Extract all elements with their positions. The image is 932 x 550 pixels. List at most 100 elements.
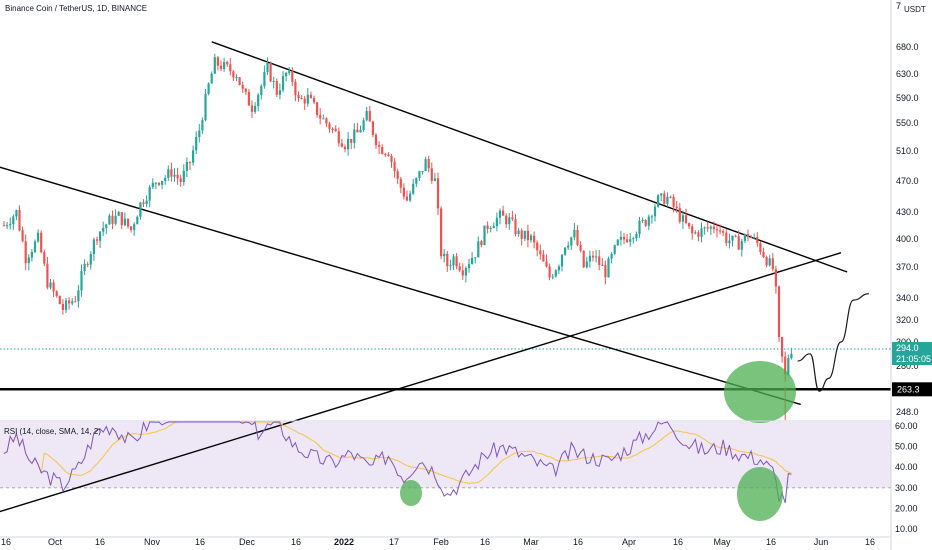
time-tick-label: Mar <box>523 537 539 547</box>
candle <box>114 209 117 226</box>
candle <box>458 262 461 273</box>
candle-body <box>675 206 678 209</box>
candle <box>61 299 64 315</box>
candle <box>777 285 781 342</box>
candle <box>244 88 247 95</box>
candle-body <box>756 237 759 243</box>
candle-body <box>588 255 591 262</box>
candle <box>774 265 777 294</box>
price-tick-label: 280.0 <box>896 361 919 371</box>
candle-body <box>322 118 325 120</box>
candle-body <box>343 146 347 150</box>
candle <box>384 152 387 157</box>
candle <box>216 56 219 71</box>
candle-body <box>226 62 229 65</box>
candle-body <box>130 226 133 230</box>
time-tick-label: 16 <box>95 537 105 547</box>
candle-body <box>725 232 728 244</box>
candle <box>133 222 136 236</box>
candle-body <box>647 216 650 226</box>
candle <box>238 77 241 86</box>
candle <box>722 229 725 237</box>
candle <box>148 184 151 208</box>
candle <box>198 124 201 143</box>
candle <box>204 89 207 122</box>
candle <box>781 336 784 363</box>
candle-body <box>576 229 579 246</box>
candle <box>399 176 402 194</box>
candle-body <box>573 229 576 238</box>
candle <box>653 203 657 222</box>
candle-body <box>731 235 734 241</box>
price-tick-label: 470.0 <box>896 176 919 186</box>
candle <box>768 255 771 267</box>
candle-body <box>319 115 322 119</box>
price-tick-label: 680.0 <box>896 42 919 52</box>
candle-body <box>688 222 691 227</box>
candle-body <box>554 270 557 277</box>
candle <box>343 144 347 153</box>
candle <box>604 260 607 285</box>
candle <box>359 125 362 133</box>
candle <box>136 215 139 225</box>
candle-body <box>746 234 750 238</box>
candle <box>706 221 709 232</box>
candle <box>111 210 114 230</box>
candle-body <box>464 268 467 276</box>
candle <box>753 233 756 240</box>
candle-body <box>148 187 151 201</box>
candle-body <box>517 230 520 235</box>
candle <box>108 213 111 225</box>
candle-body <box>691 226 694 234</box>
candle-body <box>390 156 393 162</box>
candle <box>37 229 40 244</box>
candle-body <box>374 134 378 146</box>
candle <box>325 117 328 128</box>
candle-body <box>579 245 582 251</box>
candle <box>316 102 319 118</box>
currency-label[interactable]: USDT <box>904 5 926 14</box>
rsi-tick-label: 10.00 <box>895 524 918 534</box>
candle <box>697 230 700 242</box>
time-tick-label: May <box>713 537 731 547</box>
candle-body <box>120 212 123 226</box>
candle-body <box>551 276 554 278</box>
candle <box>567 241 570 250</box>
candle <box>164 175 167 185</box>
candle-body <box>706 227 709 229</box>
candle <box>161 180 164 190</box>
candle <box>750 235 753 239</box>
candle-body <box>672 197 675 207</box>
rsi-sma-line <box>3 421 792 484</box>
candle-body <box>33 241 37 253</box>
candle <box>464 266 467 283</box>
candle-body <box>511 217 514 220</box>
candle-body <box>458 266 461 271</box>
candle-body <box>356 129 359 133</box>
candle-body <box>232 71 235 78</box>
lower-wedge-line <box>0 166 801 406</box>
candle-body <box>71 301 74 304</box>
candle <box>27 254 30 271</box>
candle <box>64 298 68 314</box>
candle <box>2 221 6 227</box>
candle-body <box>102 228 105 232</box>
candle <box>560 253 564 272</box>
candle-body <box>9 224 12 226</box>
candle-body <box>753 237 756 239</box>
candle-body <box>495 217 498 227</box>
candle-body <box>533 235 536 243</box>
candle <box>362 117 365 133</box>
candle-body <box>635 233 638 239</box>
candle-body <box>477 241 480 258</box>
candle-body <box>529 235 533 241</box>
candle <box>607 256 610 278</box>
candle <box>334 125 337 132</box>
candle-body <box>641 220 644 222</box>
candle-body <box>715 229 719 231</box>
candle-body <box>483 225 486 246</box>
candle <box>99 231 102 248</box>
time-tick-label: 2022 <box>334 537 354 547</box>
candle-body <box>709 226 712 229</box>
